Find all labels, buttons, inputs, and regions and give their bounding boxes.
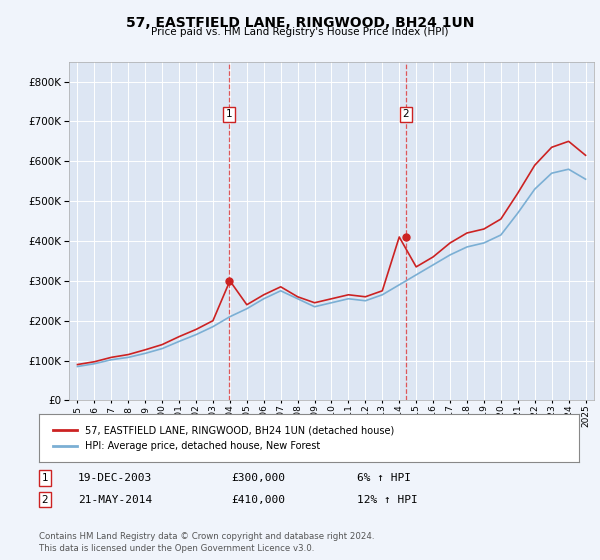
- Text: 19-DEC-2003: 19-DEC-2003: [78, 473, 152, 483]
- Text: 1: 1: [41, 473, 49, 483]
- Legend: 57, EASTFIELD LANE, RINGWOOD, BH24 1UN (detached house), HPI: Average price, det: 57, EASTFIELD LANE, RINGWOOD, BH24 1UN (…: [49, 421, 398, 455]
- Text: 2: 2: [403, 109, 409, 119]
- Text: £410,000: £410,000: [231, 494, 285, 505]
- Text: 57, EASTFIELD LANE, RINGWOOD, BH24 1UN: 57, EASTFIELD LANE, RINGWOOD, BH24 1UN: [126, 16, 474, 30]
- Text: £300,000: £300,000: [231, 473, 285, 483]
- Text: 1: 1: [226, 109, 233, 119]
- Text: 6% ↑ HPI: 6% ↑ HPI: [357, 473, 411, 483]
- Text: Price paid vs. HM Land Registry's House Price Index (HPI): Price paid vs. HM Land Registry's House …: [151, 27, 449, 37]
- Text: 12% ↑ HPI: 12% ↑ HPI: [357, 494, 418, 505]
- Text: 2: 2: [41, 494, 49, 505]
- Text: 21-MAY-2014: 21-MAY-2014: [78, 494, 152, 505]
- Text: Contains HM Land Registry data © Crown copyright and database right 2024.
This d: Contains HM Land Registry data © Crown c…: [39, 532, 374, 553]
